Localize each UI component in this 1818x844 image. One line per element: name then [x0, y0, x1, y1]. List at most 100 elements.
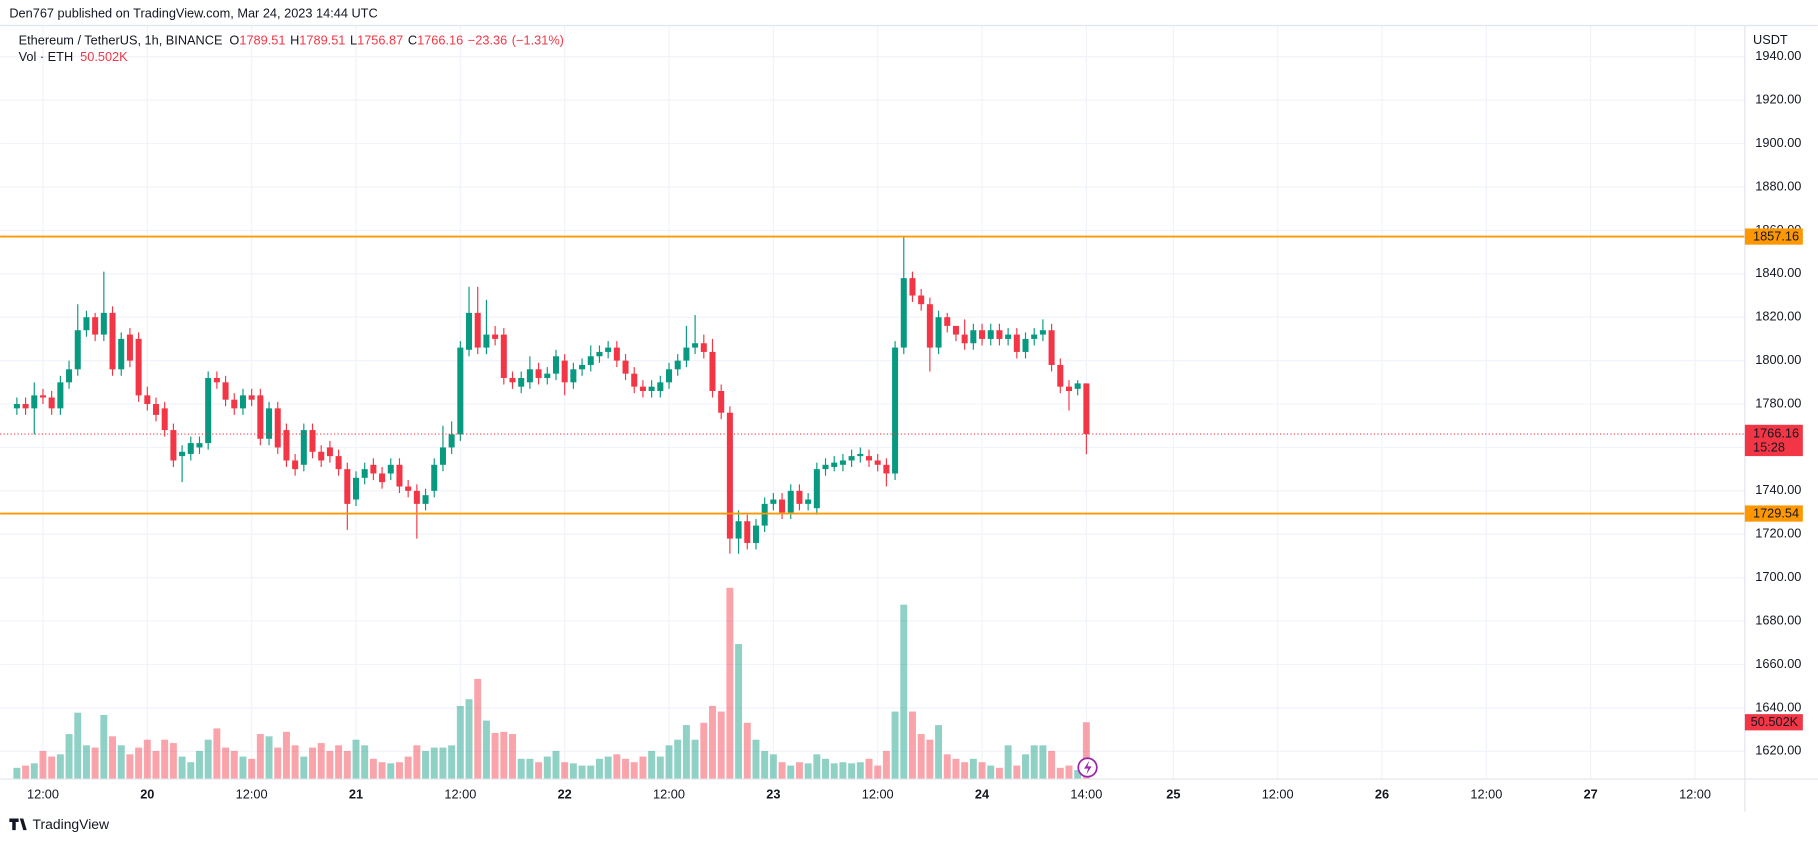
- candle-body: [387, 464, 394, 474]
- legend-volume-value: 50.502K: [80, 49, 128, 64]
- volume-bar: [778, 762, 786, 780]
- legend-change: −23.36: [468, 33, 507, 48]
- volume-bar: [213, 728, 221, 780]
- volume-bar: [335, 745, 343, 780]
- volume-label: 50.502K: [1751, 714, 1799, 729]
- candle-body: [587, 356, 594, 365]
- candle-body: [544, 373, 551, 378]
- y-tick-label: 1880.00: [1755, 178, 1801, 193]
- candle-body: [274, 408, 281, 448]
- volume-bar: [1082, 722, 1090, 780]
- volume-bar: [995, 767, 1003, 780]
- footer: TradingView: [9, 816, 110, 832]
- volume-bar: [387, 763, 395, 780]
- candle-body: [135, 338, 142, 396]
- candle-body: [292, 460, 299, 470]
- candle-body: [692, 343, 699, 348]
- candle-body: [805, 499, 812, 504]
- volume-bar: [935, 725, 943, 780]
- volume-bar: [969, 758, 977, 780]
- volume-bar: [943, 754, 951, 780]
- candle-body: [987, 330, 994, 339]
- volume-bar: [761, 750, 769, 780]
- volume-bar: [509, 734, 516, 780]
- volume-bar: [500, 731, 508, 780]
- candle-body: [370, 464, 377, 474]
- candle-body: [761, 503, 768, 526]
- candle-body: [865, 456, 873, 461]
- candle-body: [579, 364, 586, 370]
- volume-bar: [326, 750, 334, 780]
- volume-bar: [1074, 770, 1082, 780]
- x-tick-label: 27: [1584, 787, 1598, 802]
- volume-bar: [726, 587, 734, 780]
- candle-body: [170, 430, 177, 461]
- volume-bar: [491, 732, 499, 780]
- volume-bar: [456, 705, 464, 780]
- candle-body: [413, 490, 420, 504]
- candle-body: [639, 386, 646, 392]
- candle-body: [952, 325, 959, 335]
- candle-body: [874, 460, 881, 465]
- lightning-icon: [1077, 757, 1098, 778]
- volume-bar: [352, 739, 360, 780]
- candle-body: [335, 456, 342, 470]
- volume-bar: [804, 763, 812, 780]
- candle-body: [883, 464, 890, 474]
- y-tick-label: 1780.00: [1755, 395, 1801, 410]
- volume-bar: [535, 762, 543, 780]
- volume-bar: [674, 739, 682, 780]
- candle-body: [300, 430, 307, 465]
- candle-body: [596, 351, 603, 357]
- volume-bar: [204, 739, 212, 780]
- volume-bar: [665, 745, 673, 780]
- candle-body: [257, 395, 264, 439]
- volume-bar: [56, 754, 64, 780]
- volume-bar: [152, 750, 160, 780]
- volume-bar: [395, 762, 403, 780]
- candle-body: [1022, 338, 1029, 352]
- candle-body: [231, 399, 238, 409]
- candle-body: [666, 369, 673, 383]
- legend-change-pct: (−1.31%): [512, 33, 564, 48]
- candle-body: [152, 404, 160, 415]
- y-tick-label: 1900.00: [1755, 135, 1801, 150]
- volume-bar: [482, 720, 490, 780]
- candle-body: [779, 499, 786, 513]
- candle-body: [926, 304, 933, 348]
- volume-bar: [561, 762, 569, 780]
- volume-bar: [717, 711, 725, 780]
- volume-bar: [604, 756, 612, 780]
- candle-body: [900, 278, 907, 348]
- icon-bolt: [1084, 760, 1092, 775]
- candle-body: [613, 347, 620, 361]
- volume-bar: [39, 750, 47, 780]
- volume-label-box: [1744, 714, 1803, 731]
- candle-body: [13, 404, 20, 409]
- volume-bar: [135, 747, 143, 780]
- volume-bar: [822, 758, 830, 780]
- x-tick-label: 12:00: [653, 787, 685, 802]
- volume-bar: [309, 747, 316, 780]
- y-tick-label: 1840.00: [1755, 265, 1801, 280]
- candle-body: [422, 495, 429, 504]
- footer-logo: [9, 818, 27, 831]
- legend-main: Ethereum / TetherUS, 1h, BINANCE O1789.51…: [19, 33, 564, 48]
- candle-body: [352, 477, 360, 500]
- candle-body: [466, 312, 473, 350]
- volume-bar: [1048, 750, 1056, 780]
- candle-body: [813, 469, 820, 509]
- volume-bar: [639, 756, 647, 780]
- volume-bar: [256, 734, 264, 780]
- volume-bar: [109, 736, 117, 780]
- candle-body: [31, 395, 38, 409]
- legend-ohlc-value: 1756.87: [357, 33, 403, 48]
- x-tick-label: 12:00: [1679, 787, 1711, 802]
- candle-body: [848, 456, 855, 461]
- volume-bar: [265, 736, 273, 780]
- volume-bar: [978, 762, 986, 780]
- volume-bar: [743, 722, 751, 780]
